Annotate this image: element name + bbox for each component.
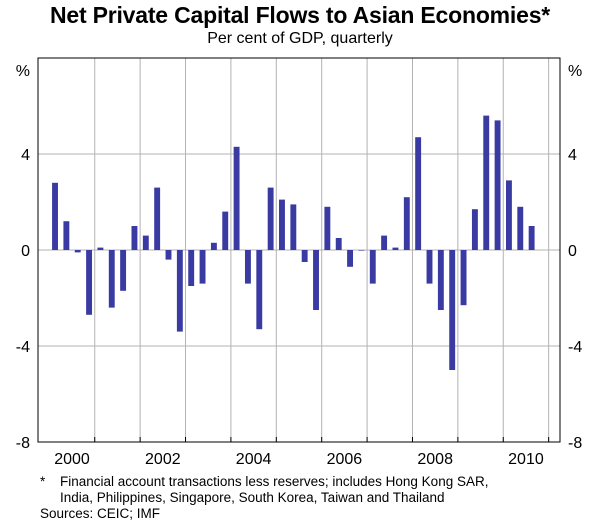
bar — [471, 209, 478, 250]
bar — [233, 146, 240, 250]
bar — [517, 206, 524, 250]
bar — [120, 250, 127, 291]
bar — [199, 250, 206, 284]
bar — [437, 250, 444, 310]
footnote-line-2: India, Philippines, Singapore, South Kor… — [60, 490, 445, 505]
bar — [426, 250, 433, 284]
y-tick-label-right: -4 — [568, 339, 582, 356]
bar — [154, 187, 161, 250]
y-tick-label-left: -8 — [16, 435, 30, 452]
bar — [256, 250, 263, 330]
bar — [244, 250, 251, 284]
bar — [449, 250, 456, 370]
y-tick-label-right: 4 — [568, 147, 577, 164]
x-tick-label: 2000 — [54, 451, 90, 468]
y-tick-label-right: -8 — [568, 435, 582, 452]
y-axis-unit-left: % — [16, 63, 30, 80]
bar — [176, 250, 183, 332]
bar — [358, 250, 365, 251]
footnote-line-1: Financial account transactions less rese… — [60, 474, 489, 489]
bar — [267, 187, 274, 250]
y-tick-label-left: 0 — [21, 243, 30, 260]
bar — [369, 250, 376, 284]
plot-frame — [37, 57, 561, 443]
x-tick-label: 2008 — [417, 451, 453, 468]
bar — [313, 250, 319, 310]
sources-note: Sources: CEIC; IMF — [40, 506, 161, 521]
footnote-marker: * — [40, 474, 46, 489]
bar — [494, 120, 501, 251]
bar — [392, 247, 399, 250]
y-tick-label-left: 4 — [21, 147, 30, 164]
x-tick-label: 2010 — [508, 451, 544, 468]
bar — [52, 182, 58, 250]
bar — [279, 199, 285, 250]
bar — [131, 226, 138, 250]
bar — [74, 250, 81, 253]
y-tick-label-right: 0 — [568, 243, 577, 260]
bar — [188, 250, 195, 286]
bar — [142, 235, 149, 250]
bar — [86, 250, 93, 315]
bar — [63, 221, 70, 250]
x-tick-label: 2002 — [145, 451, 181, 468]
chart-subtitle: Per cent of GDP, quarterly — [207, 30, 393, 47]
y-axis-unit-right: % — [568, 63, 582, 80]
x-tick-label: 2006 — [327, 451, 363, 468]
bar — [165, 250, 172, 260]
bar — [505, 180, 512, 250]
bar — [108, 250, 115, 308]
bar — [301, 250, 308, 262]
bar — [210, 242, 217, 250]
bar — [222, 211, 229, 250]
x-tick-label: 2004 — [236, 451, 272, 468]
bar — [528, 226, 535, 250]
bar — [290, 204, 297, 250]
bar — [483, 115, 490, 250]
bar — [347, 250, 354, 267]
y-tick-label-left: -4 — [16, 339, 30, 356]
bar — [97, 247, 104, 250]
bar — [324, 206, 331, 250]
bar — [335, 238, 342, 250]
bar — [460, 250, 467, 306]
chart-title: Net Private Capital Flows to Asian Econo… — [49, 2, 551, 28]
bar — [381, 235, 388, 250]
bar — [415, 137, 422, 250]
bar — [403, 197, 410, 250]
